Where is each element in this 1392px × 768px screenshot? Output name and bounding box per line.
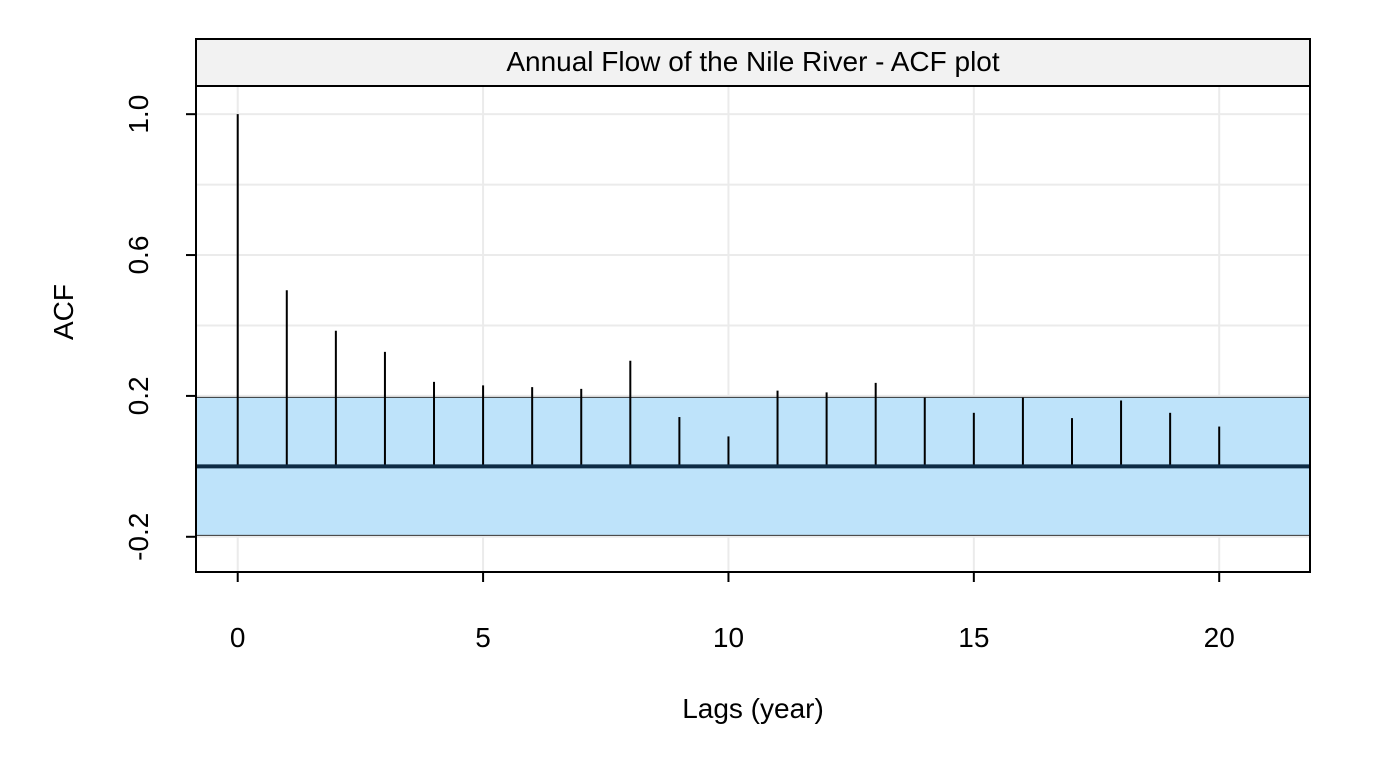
y-tick-label: -0.2 xyxy=(123,513,154,561)
x-tick-label: 0 xyxy=(230,622,246,653)
y-axis-title: ACF xyxy=(48,284,79,340)
x-tick-label: 15 xyxy=(958,622,989,653)
title-strip xyxy=(195,38,1311,87)
y-tick-label: 0.2 xyxy=(123,376,154,415)
chart-title: Annual Flow of the Nile River - ACF plot xyxy=(506,46,1000,77)
y-axis: -0.2 0.2 0.6 1.0 xyxy=(123,95,196,561)
plot-panel-border xyxy=(195,85,1311,573)
x-tick-label: 10 xyxy=(713,622,744,653)
y-tick-label: 0.6 xyxy=(123,236,154,275)
x-axis: 0 5 10 15 20 xyxy=(230,572,1235,653)
y-tick-label: 1.0 xyxy=(123,95,154,134)
spike-layer xyxy=(236,114,1221,467)
x-axis-title: Lags (year) xyxy=(682,693,824,724)
x-tick-label: 5 xyxy=(475,622,491,653)
x-tick-label: 20 xyxy=(1204,622,1235,653)
